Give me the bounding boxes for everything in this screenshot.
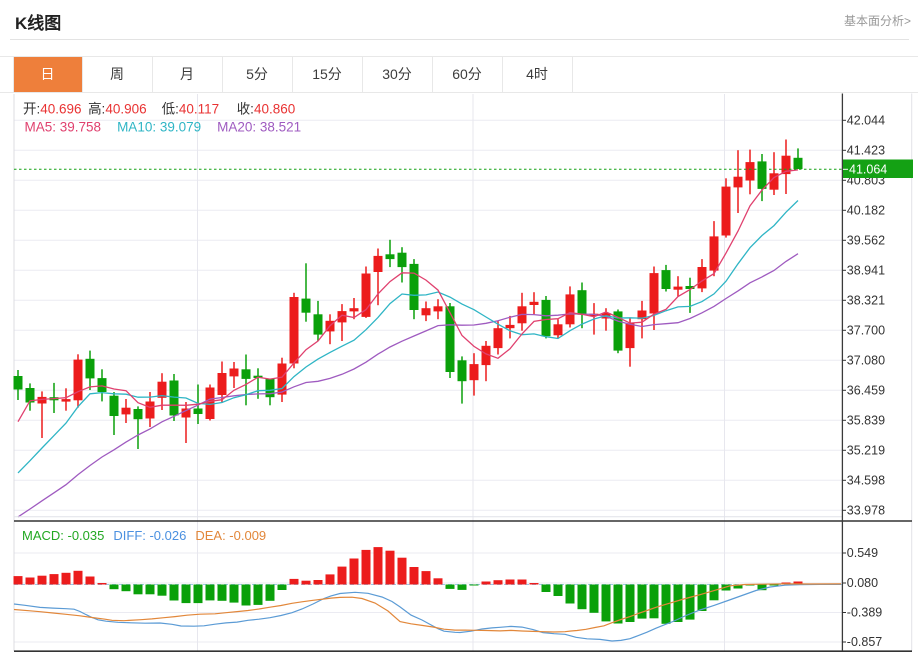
svg-text:36.459: 36.459 [847,384,885,398]
svg-text:-0.389: -0.389 [847,606,882,620]
svg-text:42.044: 42.044 [847,114,885,128]
svg-text:41.064: 41.064 [849,163,887,177]
svg-text:38.321: 38.321 [847,294,885,308]
svg-text:33.978: 33.978 [847,504,885,518]
svg-text:35.219: 35.219 [847,444,885,458]
svg-text:40.182: 40.182 [847,204,885,218]
svg-text:34.598: 34.598 [847,474,885,488]
svg-text:41.423: 41.423 [847,144,885,158]
svg-text:39.562: 39.562 [847,234,885,248]
svg-text:38.941: 38.941 [847,264,885,278]
svg-text:35.839: 35.839 [847,414,885,428]
svg-text:-0.857: -0.857 [847,635,882,649]
svg-text:0.549: 0.549 [847,546,878,560]
svg-text:37.080: 37.080 [847,354,885,368]
svg-text:0.080: 0.080 [847,576,878,590]
svg-text:37.700: 37.700 [847,324,885,338]
